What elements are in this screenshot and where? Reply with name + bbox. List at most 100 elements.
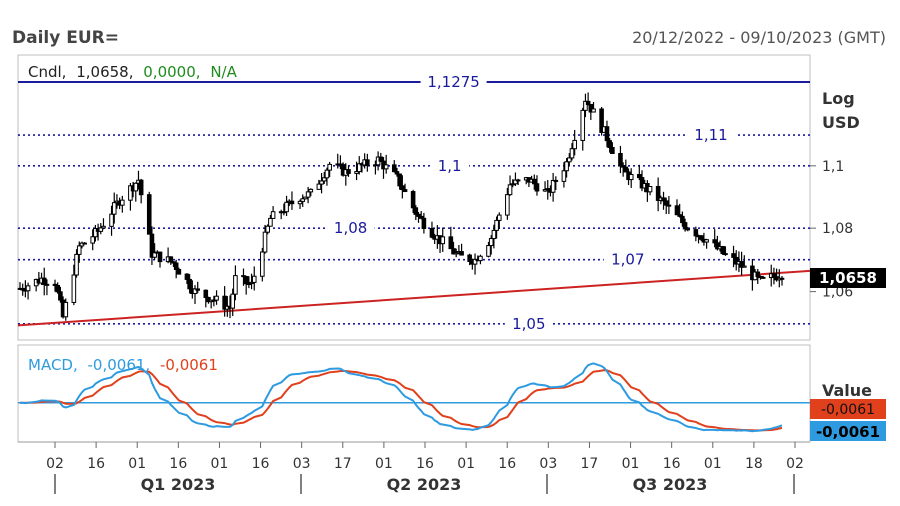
current-price-badge (810, 268, 886, 288)
candle-body (270, 211, 276, 219)
candle-body (599, 108, 604, 133)
candle-body (192, 288, 198, 295)
candle-body (607, 140, 612, 149)
candle-body (303, 196, 308, 200)
candle-body (755, 271, 761, 278)
candle-body (120, 199, 125, 206)
candle-body (628, 174, 634, 181)
x-tick-label: 16 (169, 456, 187, 472)
candle-body (486, 245, 491, 257)
macd-value-header: Value (822, 381, 872, 400)
candle-body (138, 179, 144, 196)
x-tick-label: 02 (786, 456, 804, 472)
candle-body (731, 253, 736, 258)
level-label: 1,11 (694, 126, 727, 144)
candle-body (550, 179, 556, 193)
candle-body (214, 295, 219, 301)
candle-body (58, 291, 63, 301)
candle-body (733, 256, 739, 265)
level-label: 1,05 (512, 315, 545, 333)
candle-body (300, 198, 306, 202)
candle-body (171, 261, 176, 264)
candle-body (655, 186, 661, 201)
candle-body (391, 164, 397, 173)
candle-body (569, 148, 575, 159)
candle-body (410, 191, 416, 209)
x-tick-label: 03 (293, 456, 311, 472)
chart-title: Daily EUR= (12, 28, 119, 48)
candle-body (146, 194, 152, 235)
candle-body (698, 235, 704, 240)
level-label-bg (420, 72, 487, 91)
signal-value-badge (810, 399, 886, 419)
candle-body (682, 222, 688, 230)
candle-body (44, 283, 50, 286)
candle-body (440, 236, 446, 245)
level-label-bg (326, 219, 375, 238)
candle-body (647, 186, 653, 193)
x-tick-label: 16 (498, 456, 516, 472)
candle-body (203, 289, 209, 298)
price-legend: Cndl, 1,0658, 0,0000, N/A (28, 63, 238, 81)
candle-body (373, 164, 378, 167)
candle-body (685, 228, 691, 231)
candle-body (76, 245, 82, 255)
candle-body (515, 179, 521, 182)
current-price-label: 1,0658 (819, 269, 877, 287)
candle-body (90, 236, 95, 244)
candle-body (534, 183, 540, 192)
candle-body (327, 163, 332, 171)
candle-body (448, 236, 454, 250)
candle-body (71, 274, 77, 303)
candle-body (157, 251, 163, 263)
x-tick-label: 01 (211, 456, 229, 472)
candle-body (284, 201, 289, 213)
quarter-label: Q3 2023 (633, 475, 708, 494)
candle-body (507, 184, 513, 196)
candle-body (365, 159, 370, 167)
candle-body (187, 278, 192, 290)
legend-change: 0,0000, (143, 63, 200, 81)
candle-body (416, 213, 421, 217)
candle-body (222, 295, 227, 310)
axis-layer: 1,1 1,08 1,06 02 16 01 16 01 16 03 17 01 16 01 16 03 17 0… (46, 159, 853, 494)
candle-body (742, 265, 747, 268)
candle-body (620, 165, 626, 168)
candle-body (324, 169, 330, 179)
candle-body (346, 169, 351, 174)
level-label: 1,1275 (427, 73, 480, 91)
y-tick-label: 1,1 (822, 159, 844, 175)
candle-body (704, 239, 709, 243)
candle-body (513, 179, 518, 185)
candle-body (20, 288, 25, 291)
candle-body (712, 239, 717, 244)
candle-body (316, 183, 322, 190)
candle-body (467, 254, 472, 262)
level-label-bg (687, 126, 735, 145)
candle-body (176, 268, 182, 275)
candle-body (133, 182, 139, 192)
level-label: 1,08 (334, 219, 367, 237)
candle-body (251, 275, 257, 283)
candle-body (101, 225, 106, 229)
candle-body (260, 251, 265, 277)
quarter-label: Q2 2023 (387, 475, 462, 494)
candle-body (459, 251, 464, 256)
candle-body (680, 215, 685, 224)
x-tick-label: 18 (745, 456, 763, 472)
candle-body (693, 229, 699, 237)
macd-value-label: -0,0061 (816, 423, 880, 441)
candle-body (397, 173, 402, 187)
candle-body (488, 238, 494, 247)
candle-body (168, 256, 174, 263)
candle-body (149, 233, 155, 258)
candle-body (720, 246, 726, 255)
candle-body (451, 248, 456, 255)
candle-body (421, 217, 427, 229)
candle-body (383, 164, 389, 170)
candle-body (321, 177, 327, 182)
support-trendline (17, 269, 811, 327)
candle-body (779, 277, 785, 280)
x-tick-label: 01 (457, 456, 475, 472)
